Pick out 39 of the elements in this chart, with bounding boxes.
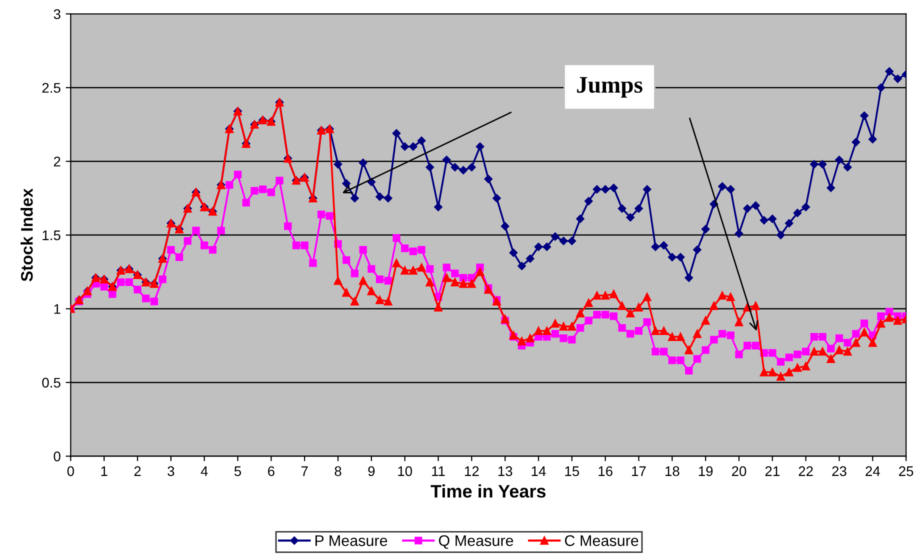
x-tick-label: 1 bbox=[101, 466, 108, 476]
x-tick-label: 24 bbox=[866, 466, 880, 476]
x-tick-label: 18 bbox=[665, 466, 680, 476]
x-tick-label: 15 bbox=[565, 466, 580, 476]
y-tick-label: 0 bbox=[54, 452, 60, 462]
x-tick-label: 11 bbox=[432, 466, 445, 476]
x-tick-label: 17 bbox=[632, 466, 646, 476]
x-tick-label: 8 bbox=[334, 466, 342, 476]
legend-label: C Measure bbox=[564, 535, 638, 546]
x-tick-label: 12 bbox=[465, 466, 479, 476]
annotation: Jumps bbox=[577, 77, 642, 98]
x-tick-label: 14 bbox=[532, 466, 546, 476]
y-axis-title: Stock Index bbox=[20, 188, 33, 282]
legend-label: P Measure bbox=[315, 535, 388, 546]
x-tick-label: 3 bbox=[168, 466, 174, 476]
x-tick-label: 9 bbox=[368, 466, 375, 476]
y-tick-label: 3 bbox=[54, 9, 60, 20]
x-tick-label: 13 bbox=[498, 466, 512, 476]
x-tick-label: 22 bbox=[798, 466, 813, 476]
x-tick-label: 10 bbox=[398, 466, 412, 476]
x-tick-label: 4 bbox=[200, 466, 208, 476]
x-tick-label: 2 bbox=[134, 466, 141, 476]
x-tick-label: 19 bbox=[698, 466, 713, 476]
x-tick-label: 25 bbox=[899, 466, 914, 476]
legend-label: Q Measure bbox=[438, 535, 514, 549]
y-tick-label: 0.5 bbox=[42, 378, 60, 388]
x-tick-label: 16 bbox=[598, 466, 612, 476]
x-axis-title: Time in Years bbox=[430, 484, 546, 498]
x-tick-label: 7 bbox=[301, 466, 308, 476]
x-tick-label: 20 bbox=[732, 466, 746, 476]
y-tick-label: 1 bbox=[54, 304, 60, 314]
x-tick-label: 0 bbox=[67, 466, 74, 476]
x-tick-label: 21 bbox=[765, 466, 780, 476]
x-tick-label: 6 bbox=[268, 466, 274, 476]
x-tick-label: 23 bbox=[832, 466, 846, 476]
y-tick-label: 1.5 bbox=[42, 230, 60, 240]
y-tick-label: 2 bbox=[54, 156, 60, 166]
y-tick-label: 2.5 bbox=[42, 82, 60, 93]
x-tick-label: 5 bbox=[234, 466, 242, 476]
